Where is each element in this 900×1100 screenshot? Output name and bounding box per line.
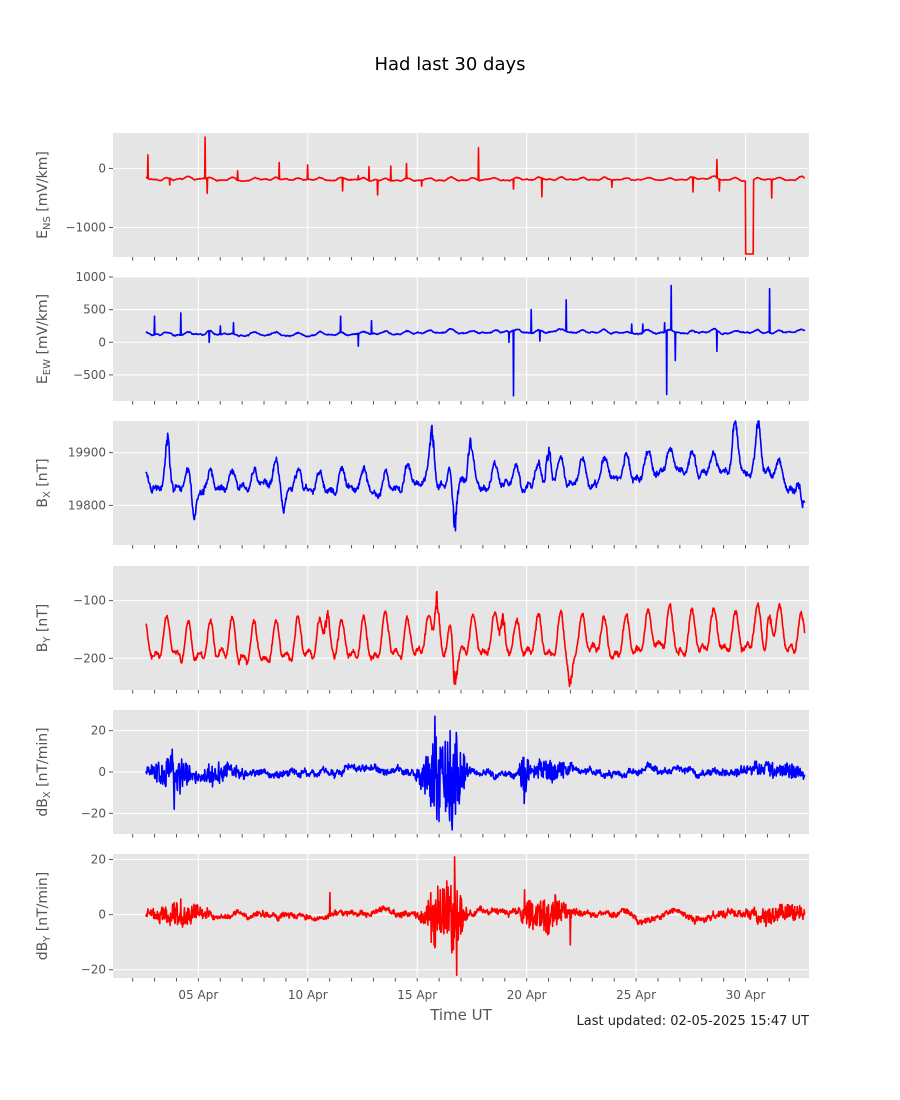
y-tick-label: 1000 — [75, 270, 106, 284]
plot-area-ens — [113, 133, 809, 257]
x-tick-label: 15 Apr — [397, 988, 437, 1002]
y-tick-label: 20 — [91, 724, 106, 738]
panel-dby: 20 0 −20 dBY [nT/min] — [35, 853, 809, 982]
y-tick-label: 19800 — [68, 498, 106, 512]
panel-bx: 19900 19800 BX [nT] — [35, 420, 809, 549]
y-tick-label: 0 — [98, 908, 106, 922]
y-tick-label: −1000 — [65, 220, 106, 234]
series-line-eew — [145, 284, 806, 397]
plot-area-bx — [113, 421, 809, 545]
y-axis-label-dby: dBY [nT/min] — [35, 872, 53, 961]
panel-dbx: 20 0 −20 dBX [nT/min] — [35, 710, 809, 838]
series-line-dby — [145, 856, 806, 976]
series-line-ens — [145, 136, 806, 255]
y-tick-label: 19900 — [68, 446, 106, 460]
y-axis-label-by: BY [nT] — [35, 604, 53, 653]
y-tick-label: −20 — [81, 963, 106, 977]
x-axis-label: Time UT — [429, 1006, 492, 1024]
y-tick-label: 0 — [98, 765, 106, 779]
y-tick-label: −100 — [73, 594, 106, 608]
panel-by: −100 −200 BY [nT] — [35, 566, 809, 694]
y-axis-label-bx: BX [nT] — [35, 458, 53, 507]
y-axis-label-dbx: dBX [nT/min] — [35, 727, 53, 816]
x-tick-label: 30 Apr — [726, 988, 766, 1002]
x-tick-label: 05 Apr — [178, 988, 218, 1002]
y-tick-label: 0 — [98, 335, 106, 349]
x-tick-label: 25 Apr — [616, 988, 656, 1002]
chart-title: Had last 30 days — [374, 54, 525, 75]
y-tick-label: −500 — [73, 368, 106, 382]
y-tick-label: 0 — [98, 161, 106, 175]
last-updated: Last updated: 02-05-2025 15:47 UT — [576, 1014, 809, 1029]
x-tick-label: 10 Apr — [288, 988, 328, 1002]
x-tick-label: 20 Apr — [507, 988, 547, 1002]
panel-ens: 0 −1000 ENS [mV/km] — [35, 133, 809, 261]
series-line-by — [145, 590, 806, 688]
y-axis-label-ens: ENS [mV/km] — [35, 151, 53, 239]
y-axis-label-eew: EEW [mV/km] — [35, 294, 53, 384]
y-tick-label: −20 — [81, 806, 106, 820]
plot-area-eew — [113, 277, 809, 401]
series-line-dbx — [145, 715, 806, 831]
plot-area-by — [113, 566, 809, 690]
y-tick-label: 20 — [91, 853, 106, 867]
series-line-bx — [145, 420, 806, 532]
panel-eew: 1000 500 0 −500 EEW [mV/km] — [35, 270, 809, 405]
y-tick-label: −200 — [73, 651, 106, 665]
y-tick-label: 500 — [83, 303, 106, 317]
